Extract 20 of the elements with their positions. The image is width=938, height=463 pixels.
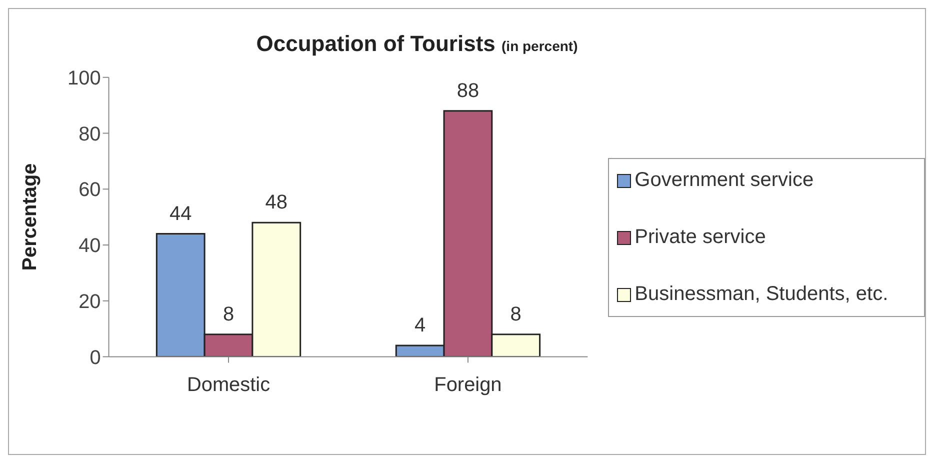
legend-label: Businessman, Students, etc. — [634, 282, 888, 306]
data-label: 4 — [414, 314, 426, 337]
y-tick-label: 60 — [78, 179, 101, 202]
chart-subtitle: (in percent) — [502, 38, 578, 54]
chart-title: Occupation of Tourists — [256, 31, 496, 56]
data-label: 8 — [510, 303, 522, 326]
y-tick-label: 100 — [68, 67, 101, 90]
data-label: 44 — [170, 202, 192, 225]
x-tick-label: Foreign — [434, 374, 502, 396]
data-label: 48 — [265, 192, 288, 214]
x-tick-label: Domestic — [186, 374, 270, 396]
y-tick-label: 20 — [78, 290, 101, 313]
legend-label: Private service — [634, 226, 766, 248]
y-tick-label: 80 — [78, 123, 101, 146]
data-label: 8 — [222, 303, 234, 326]
y-tick-label: 0 — [90, 346, 101, 369]
legend-label: Government service — [634, 168, 814, 192]
y-tick-label: 40 — [78, 235, 101, 258]
y-axis-title: Percentage — [19, 163, 42, 271]
data-label: 88 — [456, 80, 480, 102]
